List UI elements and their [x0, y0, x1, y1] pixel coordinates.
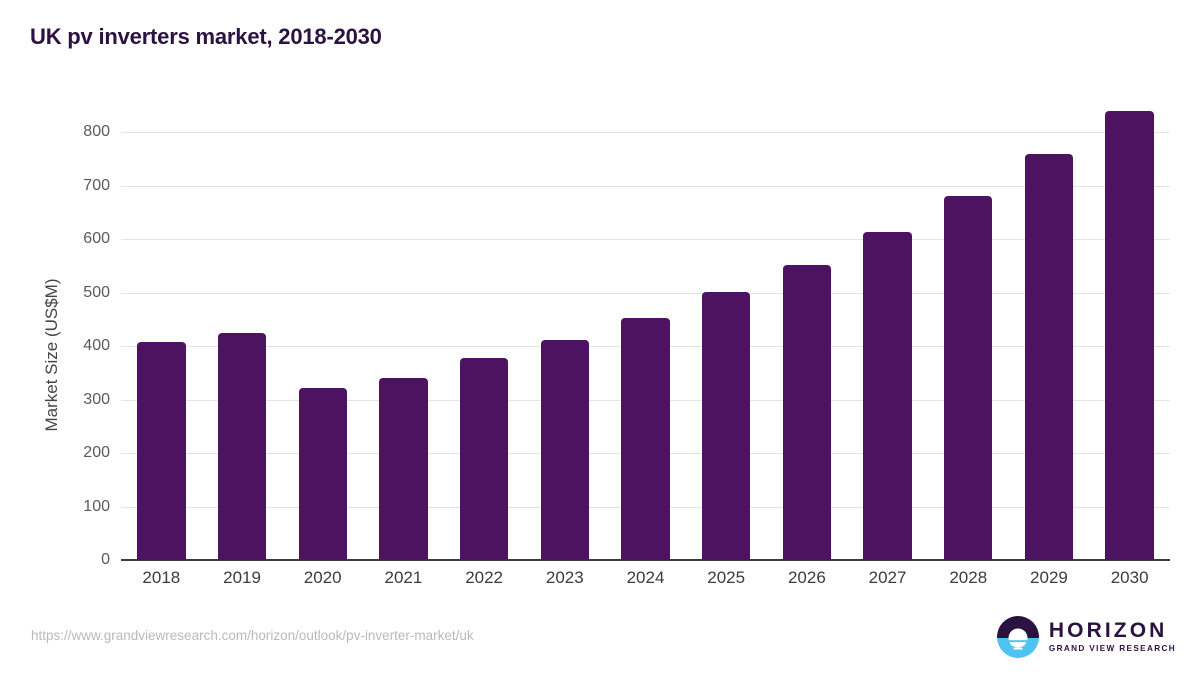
y-axis-tick-label: 600 — [83, 230, 110, 247]
bar[interactable] — [540, 340, 589, 560]
y-axis-tick-label: 100 — [83, 497, 110, 515]
x-axis-tick-label: 2024 — [626, 568, 665, 587]
gridline — [121, 185, 1170, 187]
x-axis-tick-label: 2019 — [223, 568, 261, 587]
x-axis-tick-label: 2020 — [303, 568, 342, 587]
gridline — [121, 292, 1170, 294]
x-axis-tick-label: 2028 — [949, 568, 988, 587]
bar[interactable] — [217, 332, 267, 560]
bar[interactable] — [459, 358, 509, 560]
brand-logo: HORIZON GRAND VIEW RESEARCH — [996, 614, 1176, 660]
y-axis-tick-label: 800 — [83, 123, 110, 140]
x-axis-tick-label: 2026 — [787, 568, 826, 587]
gridline — [121, 132, 1170, 133]
bar[interactable] — [621, 318, 670, 560]
bar[interactable] — [863, 232, 912, 560]
y-axis-tick-label: 700 — [83, 176, 110, 194]
page-title: UK pv inverters market, 2018-2030 — [30, 24, 382, 49]
y-axis-tick-label: 500 — [83, 283, 110, 301]
bar[interactable] — [137, 342, 186, 560]
horizon-sun-icon — [996, 615, 1040, 659]
y-axis-tick-label: 300 — [83, 390, 110, 408]
x-axis-tick-label: 2021 — [384, 568, 423, 587]
source-url[interactable]: https://www.grandviewresearch.com/horizo… — [31, 628, 474, 643]
logo-wordmark: HORIZON — [1048, 619, 1168, 643]
y-axis-tick-label: 200 — [83, 444, 110, 461]
logo-subtitle: GRAND VIEW RESEARCH — [1048, 644, 1176, 654]
bar[interactable] — [1105, 110, 1154, 560]
bar[interactable] — [298, 388, 347, 560]
bar[interactable] — [379, 378, 428, 560]
bar[interactable] — [782, 264, 832, 560]
x-axis-tick-label: 2022 — [465, 568, 504, 587]
x-axis-tick-label: 2030 — [1110, 568, 1149, 587]
x-axis-tick-label: 2018 — [142, 568, 181, 587]
x-axis-tick-label: 2029 — [1030, 568, 1068, 587]
y-axis-tick-label: 0 — [101, 551, 110, 568]
x-axis-tick-label: 2027 — [868, 568, 907, 587]
bar[interactable] — [1024, 154, 1074, 560]
bar[interactable] — [944, 195, 993, 560]
bar[interactable] — [701, 291, 751, 560]
x-axis-tick-label: 2023 — [545, 568, 584, 587]
logo-text-block: HORIZON GRAND VIEW RESEARCH — [1049, 620, 1176, 653]
x-axis-tick-label: 2025 — [707, 568, 746, 587]
x-axis-line — [121, 559, 1170, 561]
y-axis-tick-label: 400 — [83, 337, 110, 354]
gridline — [121, 239, 1170, 240]
